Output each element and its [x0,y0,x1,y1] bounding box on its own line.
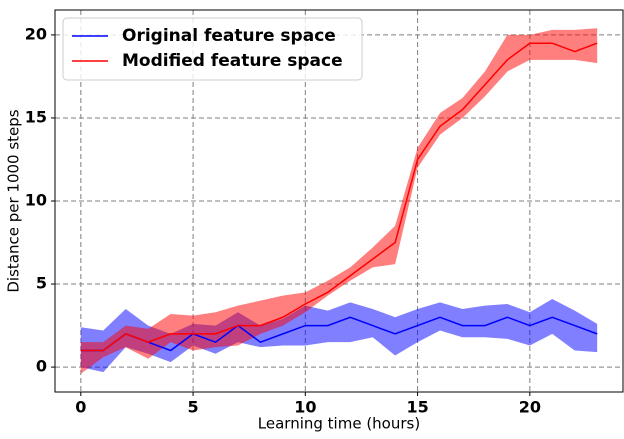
y-tick-label: 20 [25,24,47,43]
legend-label: Modified feature space [122,51,343,71]
x-tick-label: 10 [294,398,316,417]
x-tick-label: 5 [188,398,199,417]
line [80,42,598,352]
error-band [80,28,598,374]
y-tick-label: 15 [25,107,47,126]
x-tick-label: 15 [406,398,428,417]
line [80,316,598,352]
legend-box [62,17,363,81]
x-tick-label: 20 [519,398,541,417]
error-band [80,298,598,373]
y-tick-label: 5 [36,274,47,293]
x-tick-label: 0 [75,398,86,417]
y-axis-label: Distance per 1000 steps [5,109,23,292]
y-tick-label: 0 [36,357,47,376]
legend-label: Original feature space [122,26,336,46]
x-axis-label: Learning time (hours) [258,415,420,433]
y-tick-label: 10 [25,191,47,210]
plot-frame [54,9,624,393]
